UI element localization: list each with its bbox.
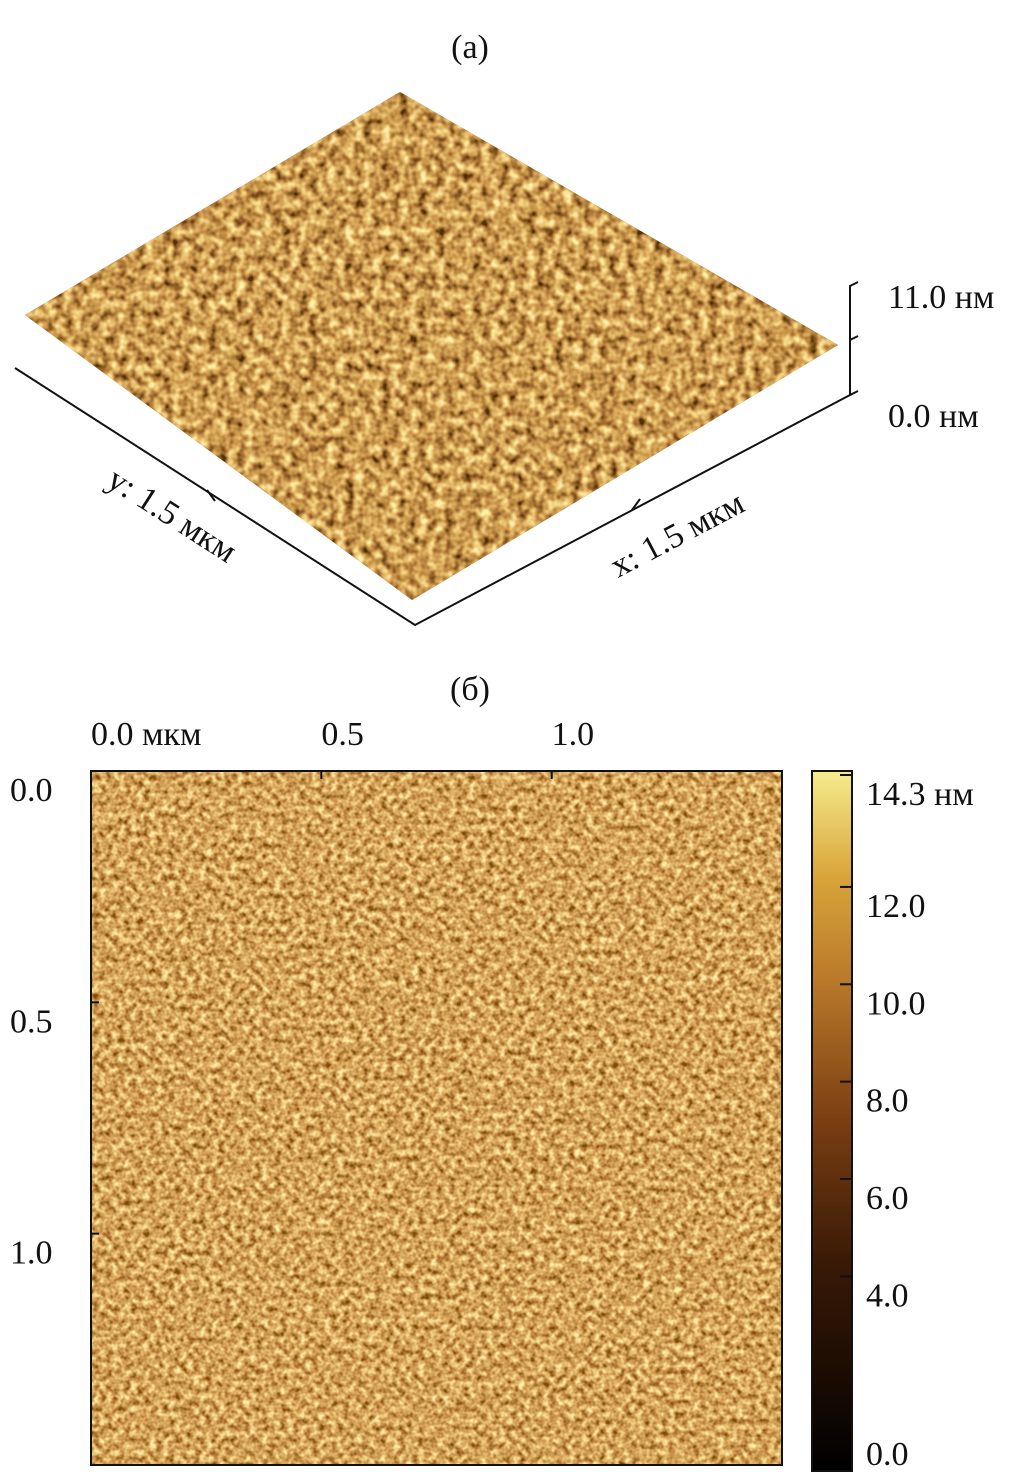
z-bottom-label: 0.0 нм: [888, 398, 979, 435]
y-axis-label: y: 1.5 мкм: [101, 461, 243, 571]
colorbar-label: 10.0: [866, 985, 926, 1022]
colorbar-label: 8.0: [866, 1083, 909, 1120]
axis-tick: [206, 489, 216, 502]
x-tick-label: 1.0: [552, 716, 595, 753]
map-frame: [90, 770, 783, 1466]
z-top-label: 11.0 нм: [888, 279, 994, 316]
panel-label: (a): [451, 29, 489, 66]
y-tick-label: 0.0: [10, 772, 53, 809]
colorbar-label: 6.0: [866, 1180, 909, 1217]
axis-tick: [631, 498, 641, 511]
colorbar-label: 0.0: [866, 1436, 909, 1473]
z-axis: [849, 281, 859, 397]
x-tick-label: 0.5: [321, 716, 364, 753]
colorbar: [811, 770, 853, 1472]
x-tick-label: 0.0 мкм: [91, 716, 202, 753]
base-axes: [14, 367, 851, 627]
y-tick-label: 1.0: [10, 1235, 53, 1272]
x-axis-label: x: 1.5 мкм: [604, 484, 750, 585]
colorbar-label: 4.0: [866, 1277, 909, 1314]
colorbar-label: 14.3 нм: [866, 776, 974, 813]
surface-texture: [25, 92, 838, 600]
y-tick-label: 0.5: [10, 1003, 53, 1040]
z-axis-tick: [849, 335, 859, 341]
afm-map: [91, 771, 782, 1465]
panel-label: (б): [450, 671, 490, 708]
colorbar-label: 12.0: [866, 888, 926, 925]
